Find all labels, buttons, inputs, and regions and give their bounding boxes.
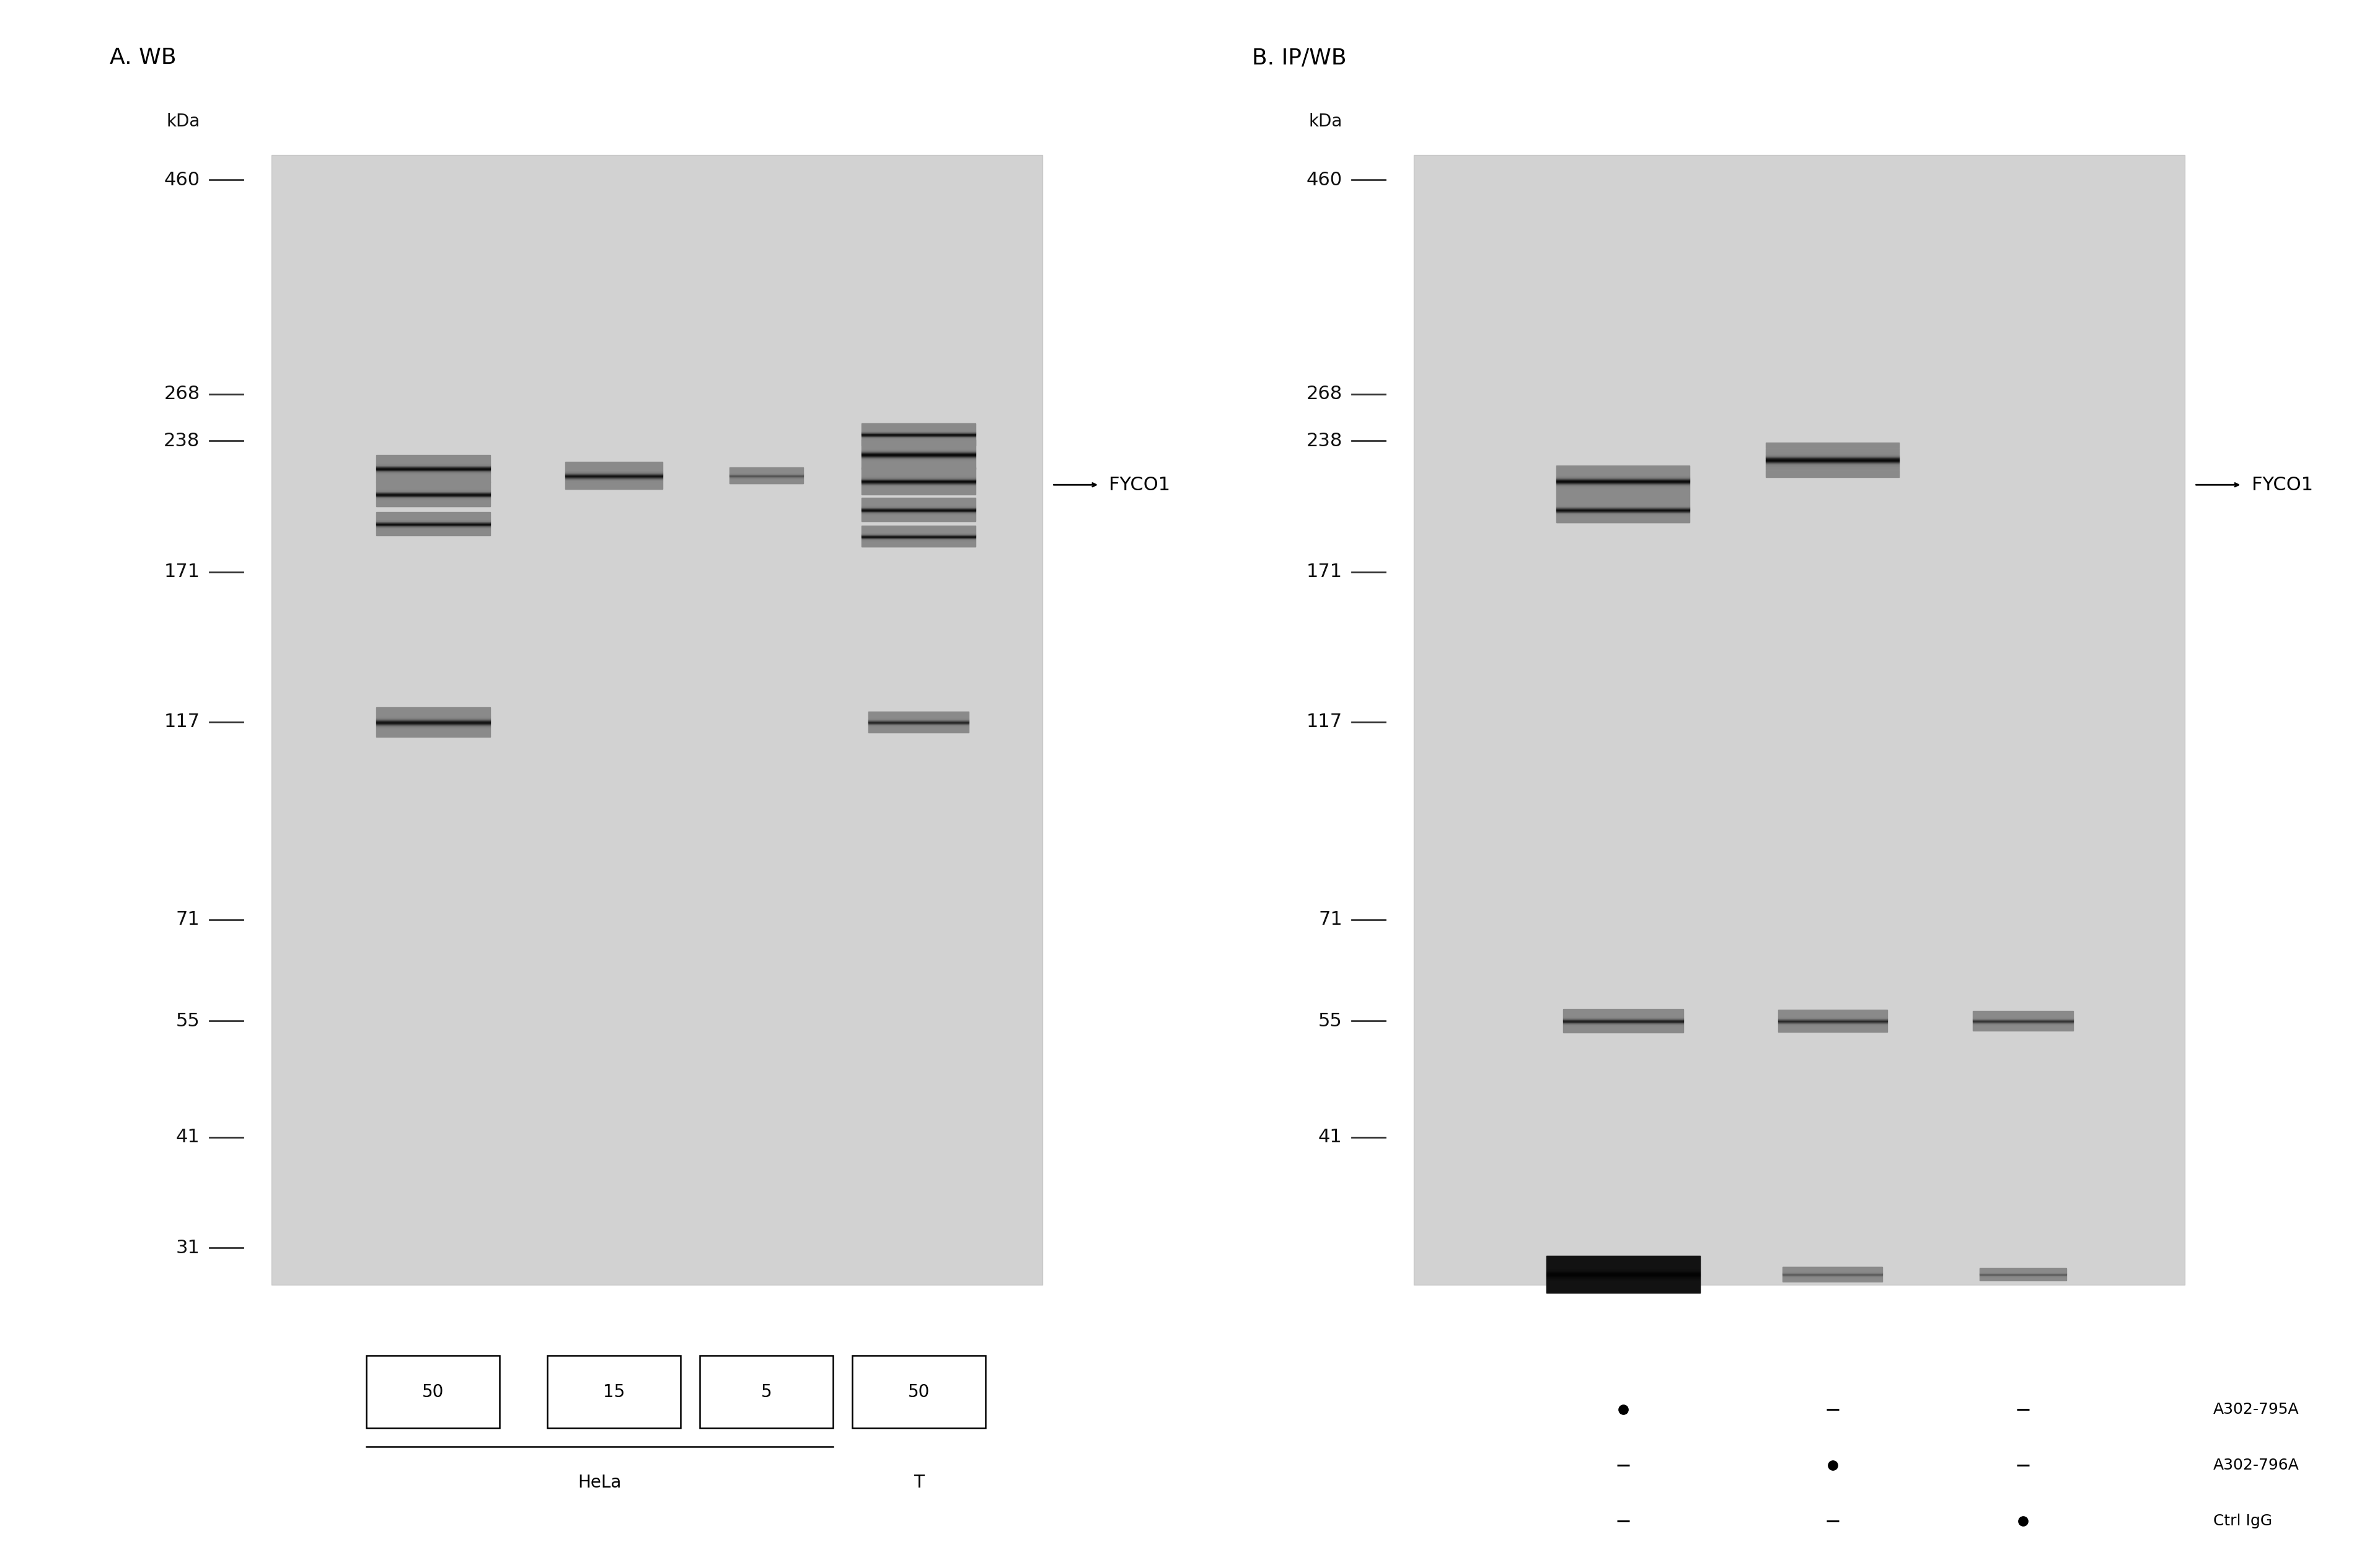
- Text: 31: 31: [176, 1238, 200, 1257]
- Text: 171: 171: [164, 563, 200, 580]
- Text: 50: 50: [421, 1383, 445, 1400]
- Text: kDa: kDa: [167, 113, 200, 130]
- Text: 268: 268: [1307, 385, 1342, 404]
- Text: 41: 41: [176, 1128, 200, 1145]
- Text: Ctrl IgG: Ctrl IgG: [2213, 1513, 2273, 1529]
- Bar: [547, 1356, 681, 1428]
- Text: FYCO1: FYCO1: [1109, 476, 1171, 494]
- Text: 460: 460: [164, 171, 200, 189]
- Bar: [852, 1356, 985, 1428]
- Text: 117: 117: [164, 712, 200, 731]
- Text: B. IP/WB: B. IP/WB: [1252, 47, 1347, 68]
- Bar: [367, 1356, 500, 1428]
- Text: 55: 55: [1319, 1012, 1342, 1031]
- Text: 50: 50: [907, 1383, 931, 1400]
- Text: 41: 41: [1319, 1128, 1342, 1145]
- Text: 268: 268: [164, 385, 200, 404]
- Text: 71: 71: [1319, 911, 1342, 928]
- Text: 55: 55: [176, 1012, 200, 1031]
- Text: 71: 71: [176, 911, 200, 928]
- Bar: [700, 1356, 833, 1428]
- Bar: [1414, 155, 2185, 1285]
- Text: 15: 15: [602, 1383, 626, 1400]
- Text: A. WB: A. WB: [109, 47, 176, 68]
- Text: 238: 238: [164, 431, 200, 450]
- Text: 117: 117: [1307, 712, 1342, 731]
- Text: 171: 171: [1307, 563, 1342, 580]
- Text: 238: 238: [1307, 431, 1342, 450]
- Text: A302-796A: A302-796A: [2213, 1457, 2299, 1473]
- Text: FYCO1: FYCO1: [2251, 476, 2313, 494]
- Text: 460: 460: [1307, 171, 1342, 189]
- Text: A302-795A: A302-795A: [2213, 1401, 2299, 1417]
- Bar: [271, 155, 1042, 1285]
- Text: 5: 5: [762, 1383, 771, 1400]
- Text: T: T: [914, 1474, 923, 1491]
- Text: HeLa: HeLa: [578, 1474, 621, 1491]
- Text: kDa: kDa: [1309, 113, 1342, 130]
